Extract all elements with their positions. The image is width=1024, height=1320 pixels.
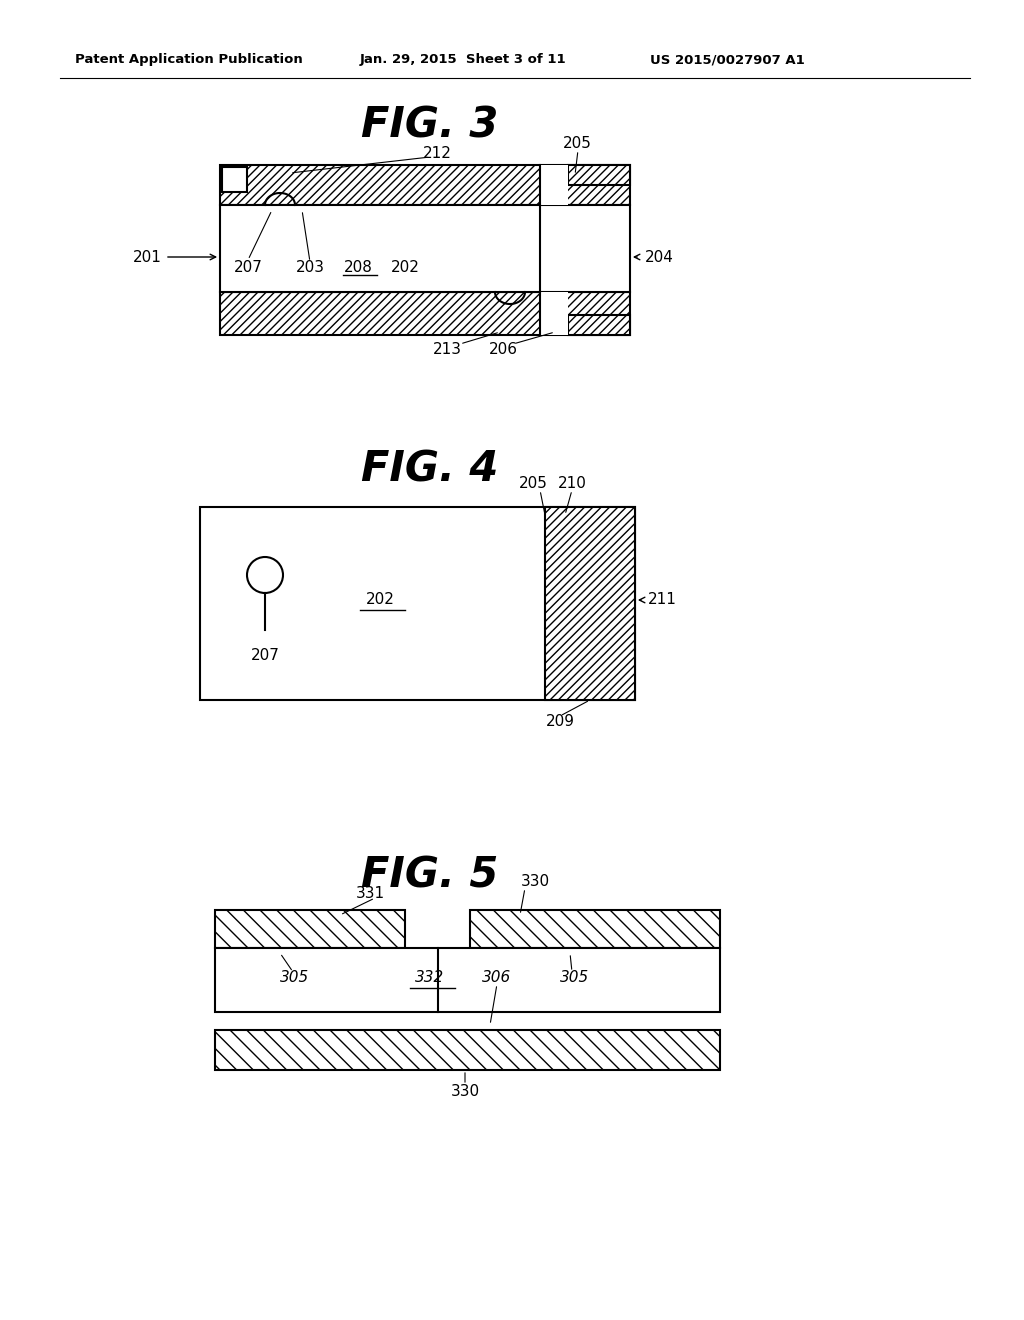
Bar bbox=[545, 507, 635, 700]
Text: FIG. 3: FIG. 3 bbox=[361, 104, 499, 147]
Bar bbox=[568, 165, 630, 185]
Bar bbox=[545, 507, 635, 700]
Bar bbox=[215, 909, 406, 948]
Text: 305: 305 bbox=[560, 970, 590, 986]
Text: US 2015/0027907 A1: US 2015/0027907 A1 bbox=[650, 54, 805, 66]
Text: 212: 212 bbox=[423, 145, 452, 161]
Bar bbox=[470, 909, 720, 948]
Text: 204: 204 bbox=[645, 249, 674, 264]
Text: 207: 207 bbox=[233, 260, 262, 275]
Bar bbox=[200, 507, 635, 700]
Bar bbox=[568, 315, 630, 335]
Bar bbox=[540, 165, 568, 205]
Text: 306: 306 bbox=[482, 970, 512, 986]
Text: FIG. 5: FIG. 5 bbox=[361, 854, 499, 896]
Text: 330: 330 bbox=[451, 1085, 479, 1100]
Text: 202: 202 bbox=[390, 260, 420, 275]
Bar bbox=[470, 909, 720, 948]
Text: 332: 332 bbox=[416, 970, 444, 986]
Text: 201: 201 bbox=[133, 249, 162, 264]
Bar bbox=[220, 165, 630, 205]
Bar bbox=[568, 165, 630, 185]
Bar bbox=[222, 168, 247, 191]
Bar bbox=[215, 1030, 720, 1071]
Text: 205: 205 bbox=[518, 477, 548, 491]
Text: FIG. 4: FIG. 4 bbox=[361, 449, 499, 491]
Text: 305: 305 bbox=[281, 970, 309, 986]
Bar bbox=[220, 205, 630, 292]
Bar bbox=[220, 292, 630, 335]
Text: 206: 206 bbox=[488, 342, 517, 358]
Text: 213: 213 bbox=[432, 342, 462, 358]
Text: 209: 209 bbox=[546, 714, 574, 730]
Text: 207: 207 bbox=[251, 648, 280, 663]
Text: 331: 331 bbox=[355, 886, 385, 900]
Text: Jan. 29, 2015  Sheet 3 of 11: Jan. 29, 2015 Sheet 3 of 11 bbox=[360, 54, 566, 66]
Bar bbox=[568, 315, 630, 335]
Bar bbox=[220, 165, 630, 205]
Bar bbox=[215, 1030, 720, 1071]
Bar bbox=[540, 292, 568, 335]
Text: 205: 205 bbox=[563, 136, 592, 150]
Bar bbox=[215, 948, 720, 1012]
Text: 208: 208 bbox=[344, 260, 373, 275]
Text: 203: 203 bbox=[296, 260, 325, 275]
Text: 211: 211 bbox=[648, 593, 677, 607]
Text: 202: 202 bbox=[366, 593, 394, 607]
Bar bbox=[215, 909, 406, 948]
Text: 210: 210 bbox=[557, 477, 587, 491]
Bar bbox=[220, 292, 630, 335]
Text: 330: 330 bbox=[520, 874, 550, 890]
Text: Patent Application Publication: Patent Application Publication bbox=[75, 54, 303, 66]
Circle shape bbox=[247, 557, 283, 593]
